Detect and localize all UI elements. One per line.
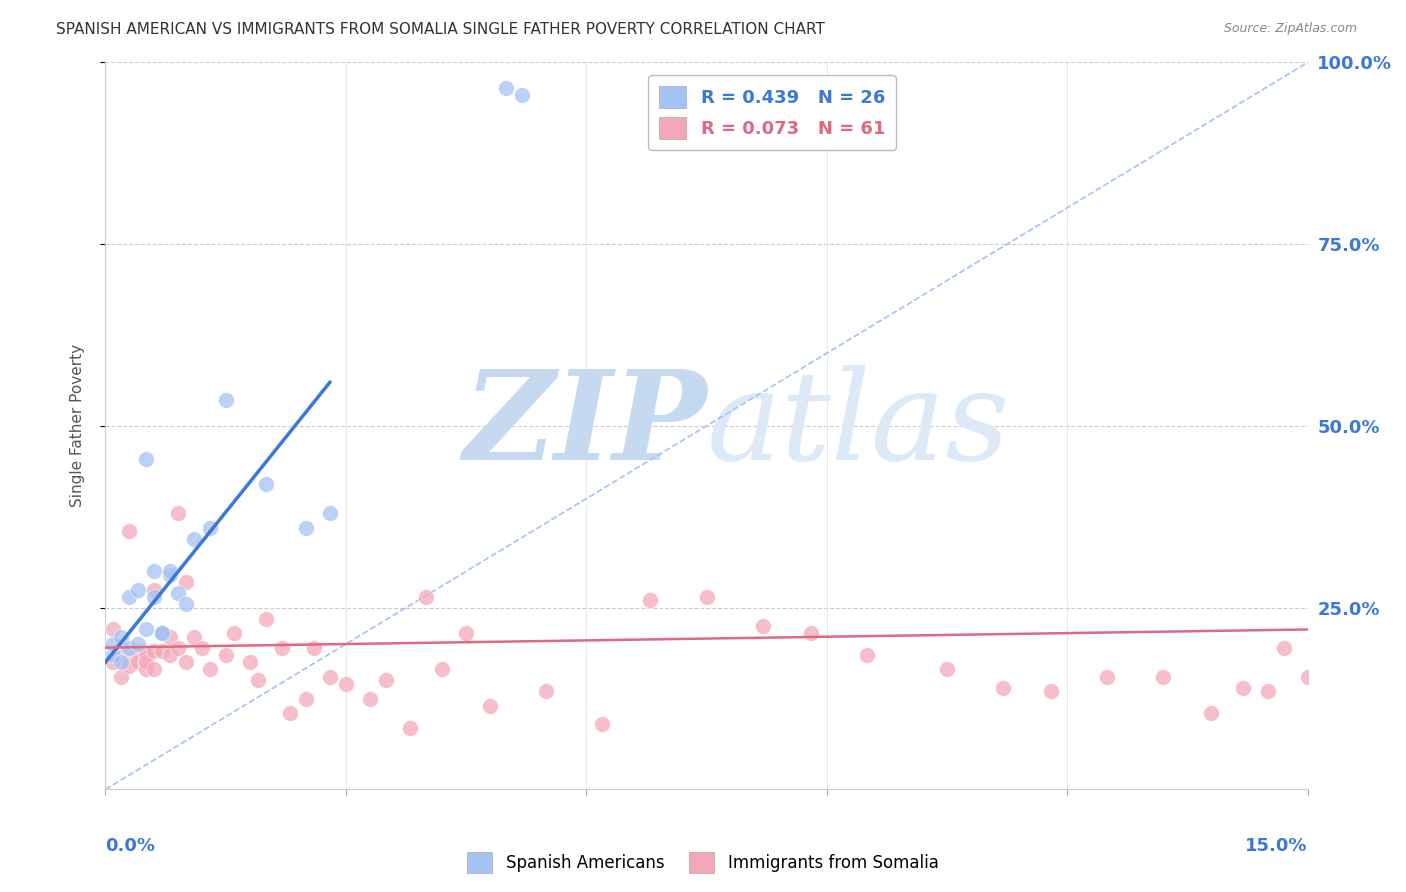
Point — [135, 655, 157, 669]
Point — [510, 88, 533, 103]
Point — [103, 648, 125, 662]
Point — [1097, 670, 1119, 684]
Point — [214, 648, 236, 662]
Point — [302, 640, 325, 655]
Point — [454, 626, 477, 640]
Point — [254, 477, 277, 491]
Point — [246, 673, 269, 688]
Point — [118, 640, 141, 655]
Point — [142, 582, 165, 597]
Point — [118, 651, 141, 665]
Point — [1257, 684, 1279, 698]
Point — [222, 626, 245, 640]
Point — [1040, 684, 1063, 698]
Point — [118, 590, 141, 604]
Point — [150, 626, 173, 640]
Point — [103, 623, 125, 637]
Point — [374, 673, 398, 688]
Point — [534, 684, 557, 698]
Point — [142, 663, 165, 677]
Point — [278, 706, 301, 720]
Point — [150, 644, 173, 658]
Point — [110, 655, 132, 669]
Point — [166, 586, 188, 600]
Point — [591, 717, 613, 731]
Point — [166, 640, 188, 655]
Point — [135, 648, 157, 662]
Point — [103, 655, 125, 669]
Point — [319, 670, 342, 684]
Point — [198, 663, 221, 677]
Point — [142, 590, 165, 604]
Point — [110, 630, 132, 644]
Point — [159, 630, 181, 644]
Point — [640, 593, 662, 607]
Point — [295, 521, 318, 535]
Point — [295, 691, 318, 706]
Point — [103, 637, 125, 651]
Point — [751, 619, 773, 633]
Point — [495, 81, 517, 95]
Point — [127, 655, 149, 669]
Point — [110, 640, 132, 655]
Point — [479, 698, 502, 713]
Point — [319, 506, 342, 520]
Text: 0.0%: 0.0% — [105, 837, 156, 855]
Point — [174, 575, 197, 590]
Point — [415, 590, 437, 604]
Point — [166, 506, 188, 520]
Point — [159, 565, 181, 579]
Point — [399, 721, 422, 735]
Point — [135, 623, 157, 637]
Point — [335, 677, 357, 691]
Point — [270, 640, 292, 655]
Point — [936, 663, 959, 677]
Point — [142, 565, 165, 579]
Point — [430, 663, 453, 677]
Text: SPANISH AMERICAN VS IMMIGRANTS FROM SOMALIA SINGLE FATHER POVERTY CORRELATION CH: SPANISH AMERICAN VS IMMIGRANTS FROM SOMA… — [56, 22, 825, 37]
Legend: Spanish Americans, Immigrants from Somalia: Spanish Americans, Immigrants from Somal… — [461, 846, 945, 880]
Point — [118, 658, 141, 673]
Point — [1152, 670, 1174, 684]
Point — [696, 590, 718, 604]
Y-axis label: Single Father Poverty: Single Father Poverty — [70, 344, 84, 508]
Point — [198, 521, 221, 535]
Point — [183, 532, 205, 546]
Point — [174, 597, 197, 611]
Point — [159, 648, 181, 662]
Point — [190, 640, 212, 655]
Point — [239, 655, 262, 669]
Point — [110, 670, 132, 684]
Point — [135, 451, 157, 466]
Text: atlas: atlas — [707, 365, 1010, 487]
Point — [991, 681, 1014, 695]
Point — [1296, 670, 1319, 684]
Point — [1232, 681, 1254, 695]
Point — [159, 568, 181, 582]
Point — [127, 582, 149, 597]
Point — [855, 648, 877, 662]
Point — [183, 630, 205, 644]
Point — [1201, 706, 1223, 720]
Point — [135, 663, 157, 677]
Point — [118, 524, 141, 539]
Point — [254, 611, 277, 625]
Point — [150, 626, 173, 640]
Point — [127, 644, 149, 658]
Point — [142, 644, 165, 658]
Point — [174, 655, 197, 669]
Text: ZIP: ZIP — [463, 365, 707, 487]
Text: Source: ZipAtlas.com: Source: ZipAtlas.com — [1223, 22, 1357, 36]
Text: 15.0%: 15.0% — [1246, 837, 1308, 855]
Point — [800, 626, 823, 640]
Point — [1272, 640, 1295, 655]
Legend: R = 0.439   N = 26, R = 0.073   N = 61: R = 0.439 N = 26, R = 0.073 N = 61 — [648, 75, 896, 150]
Point — [127, 637, 149, 651]
Point — [150, 626, 173, 640]
Point — [359, 691, 381, 706]
Point — [214, 393, 236, 408]
